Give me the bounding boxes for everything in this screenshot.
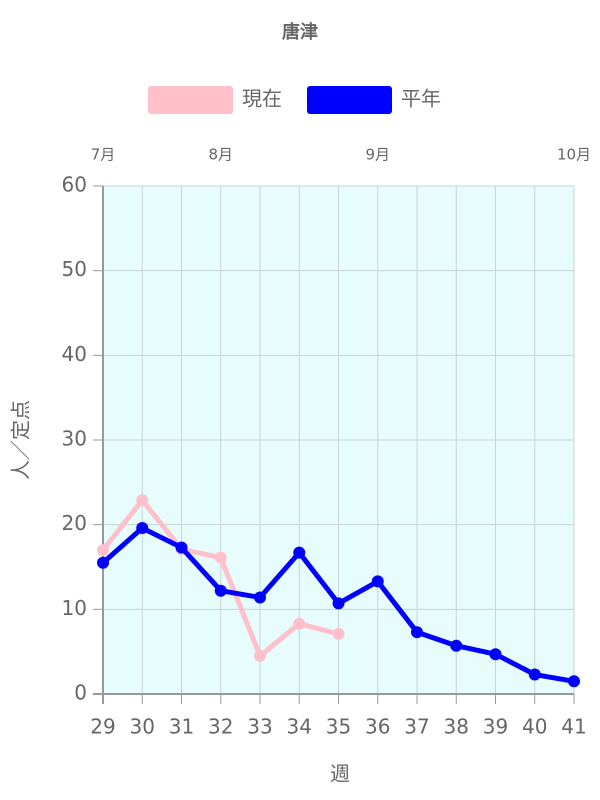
data-point xyxy=(214,551,227,564)
x-tick-label: 33 xyxy=(247,715,272,739)
data-point xyxy=(254,649,266,662)
x-tick-label: 38 xyxy=(444,715,469,739)
data-point xyxy=(332,597,345,610)
chart-title: 唐津 xyxy=(282,21,318,43)
month-label: 10月 xyxy=(557,146,591,164)
data-point xyxy=(489,648,502,661)
y-axis-label: 人／定点 xyxy=(9,400,33,480)
x-tick-label: 41 xyxy=(561,715,586,739)
y-tick-label: 0 xyxy=(74,681,87,705)
y-tick-label: 10 xyxy=(62,596,87,620)
data-point xyxy=(293,546,306,559)
x-tick-label: 39 xyxy=(483,715,508,739)
data-point xyxy=(371,575,384,588)
legend-label: 現在 xyxy=(242,87,282,111)
legend-label: 平年 xyxy=(401,87,441,111)
data-point xyxy=(293,617,306,630)
y-tick-label: 40 xyxy=(62,342,87,366)
data-point xyxy=(97,544,109,557)
data-point xyxy=(528,668,541,681)
x-tick-label: 31 xyxy=(169,715,194,739)
x-axis-label: 週 xyxy=(330,762,350,786)
data-point xyxy=(136,494,149,507)
data-point xyxy=(450,639,463,652)
data-point xyxy=(568,675,580,688)
legend-swatch xyxy=(307,86,392,114)
data-point xyxy=(332,627,345,640)
data-point xyxy=(136,522,149,535)
x-tick-label: 40 xyxy=(522,715,547,739)
data-point xyxy=(214,584,227,597)
x-tick-label: 34 xyxy=(287,715,312,739)
month-label: 8月 xyxy=(208,146,233,164)
x-tick-label: 37 xyxy=(404,715,429,739)
x-tick-label: 30 xyxy=(130,715,155,739)
legend-swatch xyxy=(148,86,233,114)
x-tick-label: 32 xyxy=(208,715,233,739)
y-tick-label: 30 xyxy=(62,427,87,451)
x-tick-label: 36 xyxy=(365,715,390,739)
data-point xyxy=(411,626,423,639)
y-tick-label: 50 xyxy=(62,257,87,281)
data-point xyxy=(97,556,109,569)
x-tick-label: 29 xyxy=(90,715,115,739)
y-tick-label: 60 xyxy=(62,173,87,197)
month-label: 9月 xyxy=(365,146,390,164)
y-tick-label: 20 xyxy=(62,511,87,535)
x-tick-label: 35 xyxy=(326,715,351,739)
data-point xyxy=(175,541,188,554)
month-label: 7月 xyxy=(91,146,116,164)
data-point xyxy=(254,591,266,604)
